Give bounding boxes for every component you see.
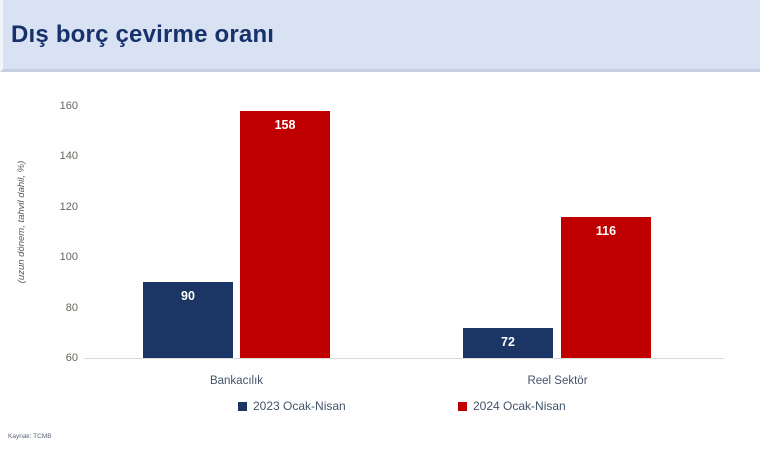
bar-value-label: 90 (181, 289, 195, 303)
bar-value-label: 158 (274, 118, 296, 132)
legend-label-2023: 2023 Ocak-Nisan (253, 399, 346, 413)
category-label-reel-sektor: Reel Sektör (527, 375, 588, 387)
legend-item-2024: 2024 Ocak-Nisan (458, 399, 566, 413)
y-tick-120: 120 (59, 201, 78, 213)
bar-2024-reel-sektor: 116 (561, 217, 651, 358)
bar-value-label: 116 (595, 224, 617, 238)
y-axis-title: (uzun dönem, tahvil dahil, %) (16, 160, 27, 284)
y-tick-100: 100 (59, 251, 78, 263)
y-tick-80: 80 (65, 302, 78, 314)
legend-swatch-2024 (458, 401, 467, 411)
y-tick-60: 60 (65, 352, 78, 364)
source-note: Kaynak: TCMB (8, 433, 52, 440)
legend-label-2024: 2024 Ocak-Nisan (473, 399, 566, 413)
y-tick-140: 140 (59, 150, 78, 162)
bar-2023-bankacilik: 90 (143, 282, 233, 358)
category-label-bankacilik: Bankacılık (209, 375, 264, 387)
legend-swatch-2023 (238, 401, 247, 411)
y-tick-160: 160 (59, 100, 78, 112)
bar-value-label: 72 (501, 335, 515, 349)
bar-2023-reel-sektor: 72 (463, 328, 553, 358)
x-axis-line (84, 358, 724, 359)
header-band: Dış borç çevirme oranı (0, 0, 760, 72)
legend-item-2023: 2023 Ocak-Nisan (238, 399, 346, 413)
page-title: Dış borç çevirme oranı (11, 20, 275, 48)
bar-2024-bankacilik: 158 (240, 111, 330, 358)
